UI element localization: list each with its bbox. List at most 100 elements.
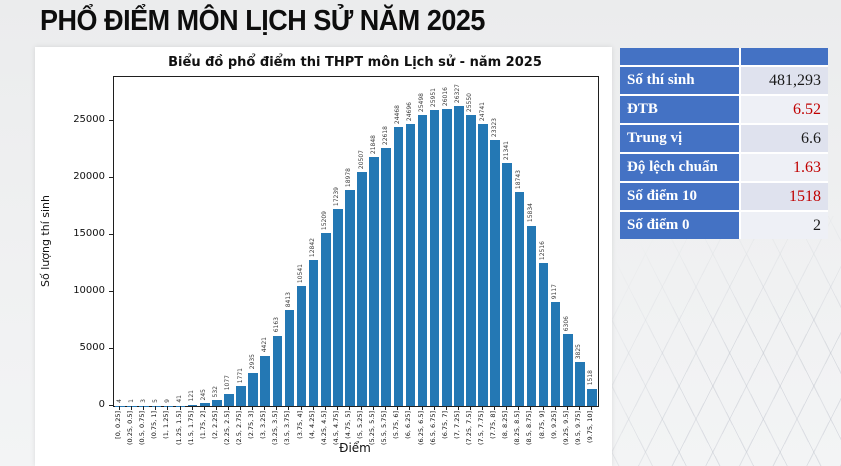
bar [441, 109, 452, 406]
x-tick-label: (3.25, 3.5] [271, 411, 280, 446]
bar-value-label: 6306 [563, 315, 571, 332]
x-tick-mark [518, 406, 520, 410]
x-tick-label: (7.75, 8] [489, 411, 498, 439]
x-tick-mark [385, 406, 387, 410]
x-tick-mark [373, 406, 375, 410]
y-tick-mark [109, 234, 113, 235]
y-tick-mark [109, 348, 113, 349]
x-tick-mark [409, 406, 411, 410]
stat-value: 6.6 [741, 125, 828, 152]
x-tick-label: (4, 4.25] [307, 411, 316, 439]
x-tick-label: (5, 5.25] [356, 411, 365, 439]
y-tick-label: 5000 [79, 342, 105, 353]
bar [308, 259, 319, 406]
stat-label: Độ lệch chuẩn [620, 154, 739, 181]
x-tick-label: (4.5, 4.75] [331, 411, 340, 446]
y-tick-label: 25000 [73, 114, 105, 125]
y-tick-label: 20000 [73, 171, 105, 182]
bar-value-label: 4421 [260, 337, 268, 353]
x-tick-mark [240, 406, 242, 410]
stat-label: ĐTB [620, 96, 739, 123]
x-tick-mark [119, 406, 121, 410]
bar [490, 140, 500, 406]
x-tick-label: (6.5, 6.75] [428, 411, 437, 446]
bar [224, 393, 234, 406]
x-tick-label: (7.5, 7.75] [477, 411, 486, 446]
stat-value: 2 [741, 212, 828, 239]
bar [381, 148, 392, 406]
bar [466, 114, 476, 406]
x-tick-mark [566, 406, 568, 410]
y-axis-title: Số lượng thí sinh [39, 194, 52, 287]
bar [248, 372, 258, 406]
x-tick-label: (9, 9.25] [549, 411, 558, 439]
bar-value-label: 121 [188, 390, 196, 402]
y-tick-mark [109, 120, 113, 121]
stat-value: 481,293 [741, 67, 828, 94]
x-tick-mark [506, 406, 508, 410]
x-tick-label: (0.25, 0.5] [126, 411, 135, 446]
x-tick-mark [252, 406, 254, 410]
x-tick-label: (4.75, 5] [343, 411, 352, 439]
x-tick-mark [348, 406, 350, 410]
bar-value-label: 532 [212, 385, 220, 397]
x-tick-mark [179, 406, 181, 410]
bar [236, 385, 246, 406]
x-tick-label: (4.25, 4.5] [319, 411, 328, 446]
x-tick-label: (5.5, 5.75] [380, 411, 389, 446]
bar-value-label: 41 [176, 394, 184, 403]
bar [139, 405, 150, 406]
bar-value-label: 24468 [393, 104, 401, 125]
bar-value-label: 9117 [551, 283, 559, 300]
bar-value-label: 6163 [272, 317, 280, 333]
bar-value-label: 4 [115, 398, 123, 403]
bar [478, 123, 488, 406]
bar [284, 310, 295, 406]
bar-value-label: 3825 [575, 344, 583, 360]
y-tick-label: 15000 [73, 228, 105, 239]
bar [320, 232, 331, 406]
x-tick-mark [445, 406, 447, 410]
x-tick-label: (9.75, 10] [585, 411, 594, 443]
bar-value-label: 1518 [587, 370, 595, 386]
y-tick-label: 0 [98, 399, 105, 410]
y-tick-label: 10000 [73, 285, 105, 296]
table-header-cell [741, 48, 828, 65]
x-tick-label: (0.75, 1] [150, 411, 159, 439]
bar [127, 405, 137, 406]
bar-value-label: 24696 [405, 102, 413, 122]
bar-value-label: 25951 [430, 88, 438, 108]
x-tick-mark [264, 406, 266, 410]
bar-value-label: 2935 [248, 354, 256, 370]
x-tick-label: (5.25, 5.5] [368, 411, 377, 446]
bar-value-label: 17239 [333, 187, 341, 207]
bar-value-label: 26016 [442, 87, 450, 107]
x-tick-label: (8, 8.25] [501, 411, 510, 439]
x-tick-label: (8.75, 9] [537, 411, 546, 439]
bar [369, 156, 379, 406]
bar [199, 403, 210, 406]
x-tick-label: (2.75, 3] [247, 411, 256, 439]
bar [514, 192, 525, 406]
bar-value-label: 26327 [454, 83, 462, 103]
x-tick-mark [276, 406, 278, 410]
stat-label: Trung vị [620, 125, 739, 152]
bar-value-label: 10541 [297, 263, 305, 283]
x-tick-label: (1.5, 1.75] [186, 411, 195, 446]
bar-value-label: 8413 [284, 291, 292, 308]
bar-value-label: 3 [139, 398, 147, 403]
x-tick-label: (6.75, 7] [440, 411, 449, 439]
bar-value-label: 15209 [321, 210, 329, 230]
bar [575, 362, 585, 406]
x-tick-label: (1, 1.25] [162, 411, 171, 439]
x-tick-mark [312, 406, 314, 410]
x-tick-mark [482, 406, 484, 410]
x-tick-label: (7, 7.25] [452, 411, 461, 439]
x-tick-mark [324, 406, 326, 410]
stat-label: Số thí sinh [620, 67, 739, 94]
bar-value-label: 25550 [466, 92, 474, 112]
x-tick-mark [336, 406, 338, 410]
bar-value-label: 23323 [490, 118, 498, 138]
bar [212, 399, 222, 406]
stat-value: 6.52 [741, 96, 828, 123]
